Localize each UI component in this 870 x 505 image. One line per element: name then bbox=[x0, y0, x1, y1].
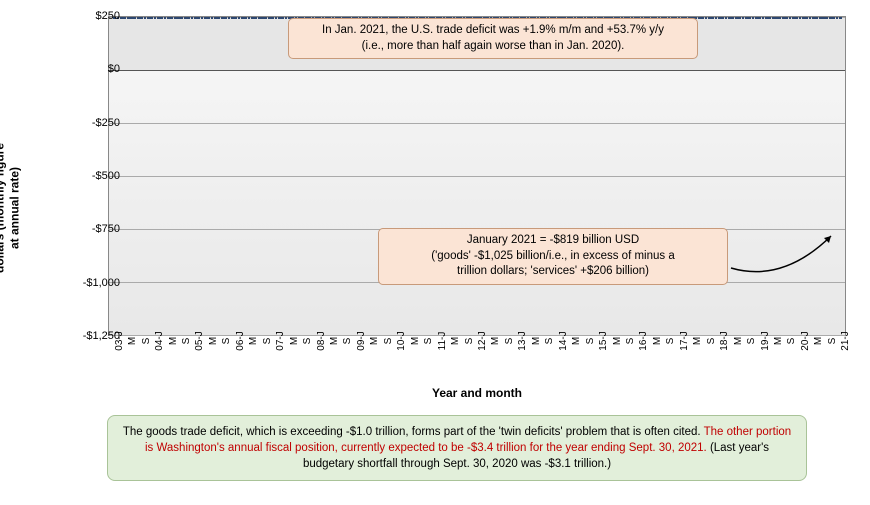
x-tick-minor: S bbox=[181, 338, 192, 345]
x-tick-minor: S bbox=[262, 338, 273, 345]
x-tick-minor: M bbox=[733, 337, 744, 345]
x-tick-minor: M bbox=[208, 337, 219, 345]
x-tick-minor: S bbox=[827, 338, 838, 345]
callout-top: In Jan. 2021, the U.S. trade deficit was… bbox=[288, 18, 698, 59]
callout-bottom-l1: January 2021 = -$819 billion USD bbox=[467, 234, 639, 246]
x-tick-minor: M bbox=[168, 337, 179, 345]
x-tick-minor: S bbox=[423, 338, 434, 345]
x-tick-minor: S bbox=[706, 338, 717, 345]
x-tick-minor: M bbox=[612, 337, 623, 345]
y-tick: -$250 bbox=[70, 117, 120, 129]
x-tick-minor: M bbox=[369, 337, 380, 345]
x-tick-minor: S bbox=[665, 338, 676, 345]
callout-bottom-l3: trillion dollars; 'services' +$206 billi… bbox=[457, 265, 649, 277]
x-tick-minor: S bbox=[625, 338, 636, 345]
x-tick-minor: M bbox=[127, 337, 138, 345]
x-tick-minor: M bbox=[773, 337, 784, 345]
x-tick-major: 03-J bbox=[114, 331, 125, 350]
x-tick-minor: M bbox=[571, 337, 582, 345]
y-axis-label-l2: dollars (monthly figure bbox=[0, 143, 7, 273]
x-tick-minor: S bbox=[504, 338, 515, 345]
x-tick-major: 10-J bbox=[396, 331, 407, 350]
x-tick-minor: S bbox=[585, 338, 596, 345]
plot-area bbox=[108, 16, 846, 336]
x-axis-label: Year and month bbox=[108, 386, 846, 400]
x-tick-minor: M bbox=[329, 337, 340, 345]
callout-top-l2: (i.e., more than half again worse than i… bbox=[362, 40, 625, 52]
x-tick-minor: M bbox=[692, 337, 703, 345]
x-tick-minor: S bbox=[786, 338, 797, 345]
x-tick-minor: S bbox=[141, 338, 152, 345]
x-tick-minor: M bbox=[490, 337, 501, 345]
x-tick-major: 09-J bbox=[356, 331, 367, 350]
x-tick-minor: M bbox=[289, 337, 300, 345]
x-tick-minor: S bbox=[464, 338, 475, 345]
x-tick-major: 07-J bbox=[275, 331, 286, 350]
x-tick-minor: M bbox=[248, 337, 259, 345]
x-tick-minor: S bbox=[383, 338, 394, 345]
x-tick-minor: S bbox=[342, 338, 353, 345]
y-tick: -$750 bbox=[70, 223, 120, 235]
x-tick-major: 17-J bbox=[679, 331, 690, 350]
x-tick-major: 20-J bbox=[800, 331, 811, 350]
callout-bottom-l2: ('goods' -$1,025 billion/i.e., in excess… bbox=[431, 250, 674, 262]
bars-group bbox=[109, 17, 845, 335]
callout-top-l1: In Jan. 2021, the U.S. trade deficit was… bbox=[322, 24, 664, 36]
footer-part1: The goods trade deficit, which is exceed… bbox=[123, 426, 704, 438]
x-tick-minor: M bbox=[813, 337, 824, 345]
y-axis-label-l3: at annual rate) bbox=[7, 167, 21, 249]
x-tick-major: 04-J bbox=[154, 331, 165, 350]
x-tick-major: 13-J bbox=[517, 331, 528, 350]
x-tick-major: 11-J bbox=[437, 332, 448, 351]
x-tick-minor: S bbox=[302, 338, 313, 345]
x-tick-major: 18-J bbox=[719, 331, 730, 350]
callout-bottom: January 2021 = -$819 billion USD ('goods… bbox=[378, 228, 728, 285]
x-tick-minor: M bbox=[410, 337, 421, 345]
y-tick: $0 bbox=[70, 63, 120, 75]
x-tick-major: 12-J bbox=[477, 331, 488, 350]
y-tick: -$1,000 bbox=[70, 277, 120, 289]
x-tick-major: 21-J bbox=[840, 331, 851, 350]
footer-commentary: The goods trade deficit, which is exceed… bbox=[107, 415, 807, 481]
x-tick-major: 05-J bbox=[194, 331, 205, 350]
x-tick-major: 19-J bbox=[760, 331, 771, 350]
y-axis-label: Billions of current U.S. dollars (monthl… bbox=[0, 143, 22, 273]
x-tick-major: 06-J bbox=[235, 331, 246, 350]
x-tick-major: 16-J bbox=[638, 331, 649, 350]
x-tick-minor: M bbox=[652, 337, 663, 345]
x-tick-minor: S bbox=[746, 338, 757, 345]
x-tick-minor: M bbox=[450, 337, 461, 345]
y-tick: $250 bbox=[70, 10, 120, 22]
y-tick: -$500 bbox=[70, 170, 120, 182]
x-tick-minor: S bbox=[544, 338, 555, 345]
x-tick-major: 14-J bbox=[558, 331, 569, 350]
chart-container: Billions of current U.S. dollars (monthl… bbox=[8, 8, 862, 408]
y-tick: -$1,250 bbox=[70, 330, 120, 342]
x-tick-minor: M bbox=[531, 337, 542, 345]
x-tick-major: 08-J bbox=[316, 331, 327, 350]
x-tick-major: 15-J bbox=[598, 331, 609, 350]
x-tick-minor: S bbox=[221, 338, 232, 345]
